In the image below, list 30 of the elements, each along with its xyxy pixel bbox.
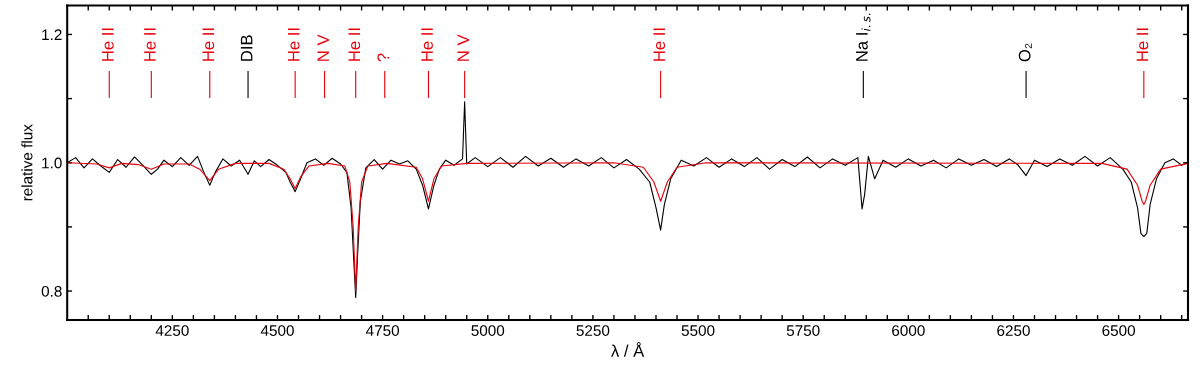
ref-line-label: O₂: [1018, 43, 1032, 62]
ref-line-label: He II: [202, 28, 215, 61]
x-tick-label: 5500: [681, 325, 715, 336]
line-series: [67, 162, 1188, 292]
ref-line-label: ?: [377, 53, 390, 62]
ref-line-label: N V: [457, 34, 469, 61]
ref-line-label: He II: [102, 28, 114, 61]
ref-line-label: He II: [653, 28, 666, 61]
x-tick-label: 4750: [365, 325, 400, 336]
ref-line-label: N V: [317, 34, 329, 61]
ref-line-label: He II: [421, 28, 433, 61]
ref-line-label: He II: [287, 28, 300, 61]
x-tick-label: 4250: [155, 325, 189, 336]
x-tick-label: 5750: [786, 325, 820, 336]
y-axis-title: relative flux: [21, 124, 33, 201]
x-tick-label: 6500: [1102, 325, 1135, 336]
ref-line-label: DIB: [240, 35, 253, 61]
y-tick-label: 1.2: [42, 29, 62, 40]
ref-line-label: He II: [348, 28, 361, 61]
x-tick-label: 4500: [260, 325, 294, 336]
x-tick-label: 6250: [997, 325, 1030, 336]
x-tick-label: 5000: [471, 325, 505, 336]
x-tick-label: 6000: [892, 325, 925, 336]
y-tick-label: 0.8: [41, 285, 62, 297]
ref-line-label: He II: [1136, 28, 1149, 61]
x-axis-title: λ / Å: [611, 342, 645, 357]
ref-line-label: Na I$_{i.s.}$: [856, 13, 871, 61]
y-tick-label: 1.0: [42, 157, 62, 169]
x-tick-label: 5250: [576, 325, 610, 336]
ref-line-label: He II: [144, 28, 156, 61]
